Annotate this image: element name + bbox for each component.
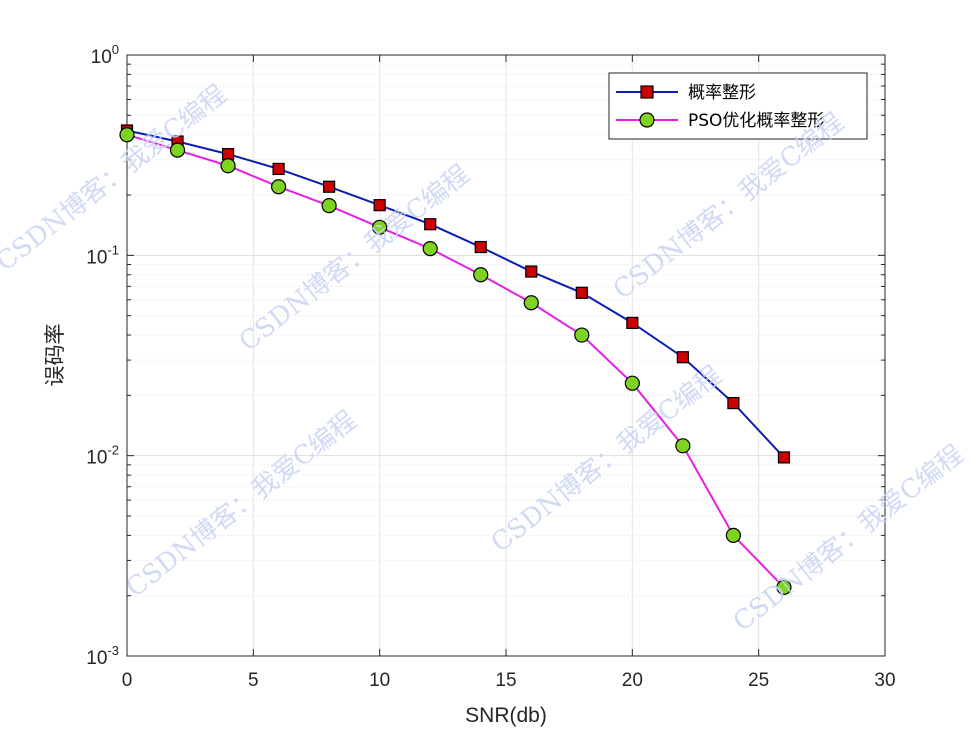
axis-ticks xyxy=(126,54,886,657)
data-point-square xyxy=(323,180,336,193)
x-tick-label: 20 xyxy=(622,670,643,691)
data-point-square xyxy=(575,286,588,299)
series-line-2 xyxy=(126,133,785,589)
x-tick-labels: 0 5 10 15 20 25 30 xyxy=(122,670,896,691)
data-point-circle xyxy=(776,579,792,596)
data-point-circle xyxy=(675,438,691,454)
data-point-square xyxy=(777,451,791,464)
data-point-circle xyxy=(321,198,337,214)
grid xyxy=(127,55,885,656)
data-point-circle xyxy=(169,142,186,158)
data-point-square xyxy=(474,240,487,254)
legend-marker-square xyxy=(640,85,654,99)
data-point-square xyxy=(525,265,538,278)
legend: 概率整形 PSO优化概率整形 xyxy=(608,72,868,140)
data-point-circle xyxy=(372,219,388,235)
x-tick-label: 15 xyxy=(495,670,516,691)
data-point-circle xyxy=(574,327,590,343)
y-tick-label: 10-3 xyxy=(86,643,119,669)
watermark: CSDN博客：我爱C编程 xyxy=(728,440,970,638)
data-point-circle xyxy=(119,127,135,143)
legend-box xyxy=(608,72,868,140)
data-point-square xyxy=(727,396,740,410)
data-point-square xyxy=(424,218,437,231)
series-group xyxy=(119,124,792,596)
y-tick-labels: 100 10-1 10-2 10-3 xyxy=(86,42,119,669)
x-tick-label: 5 xyxy=(248,670,259,691)
legend-label-series-2: PSO优化概率整形 xyxy=(688,111,824,131)
data-point-circle xyxy=(523,295,539,311)
y-tick-label: 10-2 xyxy=(86,443,119,469)
data-point-circle xyxy=(624,375,640,391)
data-point-circle xyxy=(271,179,287,195)
y-tick-label: 100 xyxy=(91,42,119,68)
data-point-circle xyxy=(422,241,438,257)
x-tick-label: 30 xyxy=(874,670,895,691)
legend-label-series-1: 概率整形 xyxy=(688,83,756,103)
series-line-1 xyxy=(126,129,785,459)
data-point-circle xyxy=(725,527,742,543)
data-point-circle xyxy=(473,267,489,283)
y-tick-label: 10-1 xyxy=(86,242,119,268)
watermark: CSDN博客：我爱C编程 xyxy=(121,406,363,604)
watermark: CSDN博客：我爱C编程 xyxy=(234,160,476,358)
y-axis-label: 误码率 xyxy=(44,324,67,387)
data-point-square xyxy=(626,316,639,329)
data-point-square xyxy=(373,199,386,212)
x-axis-label: SNR(db) xyxy=(465,704,547,727)
x-tick-label: 0 xyxy=(122,670,133,691)
x-tick-label: 10 xyxy=(369,670,390,691)
data-point-square xyxy=(676,351,689,364)
legend-marker-circle xyxy=(639,112,655,128)
data-point-square xyxy=(272,162,285,176)
data-point-circle xyxy=(220,158,236,174)
watermarks: CSDN博客：我爱C编程 CSDN博客：我爱C编程 CSDN博客：我爱C编程 C… xyxy=(0,80,969,638)
data-point-square xyxy=(221,148,235,161)
x-tick-label: 25 xyxy=(748,670,769,691)
